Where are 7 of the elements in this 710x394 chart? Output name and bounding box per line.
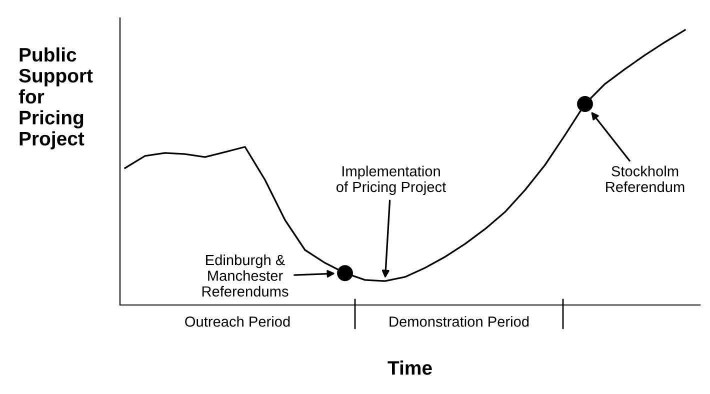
text: Outreach Period: [185, 316, 290, 327]
annotation: Implementation of Pricing Project: [336, 166, 446, 195]
y-axis-title: Public Support for Pricing Project: [18, 47, 93, 150]
annotation: Edinburgh & Manchester Referendums: [202, 254, 288, 297]
x-axis-title: Time: [388, 360, 432, 375]
text: Demonstration Period: [390, 316, 529, 327]
annotation: Stockholm Referendum: [606, 166, 684, 192]
